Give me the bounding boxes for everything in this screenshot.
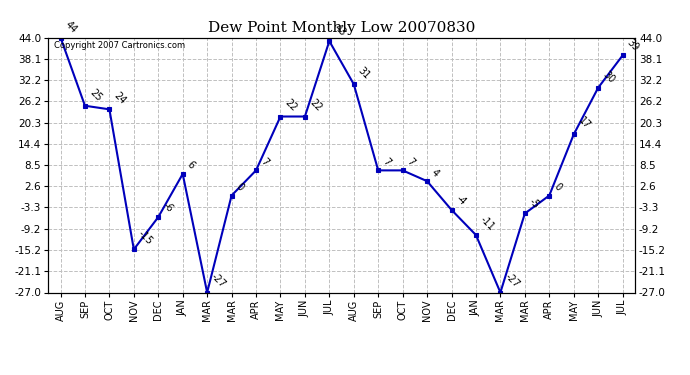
Text: 44: 44: [63, 19, 79, 34]
Title: Dew Point Monthly Low 20070830: Dew Point Monthly Low 20070830: [208, 21, 475, 35]
Text: 0: 0: [234, 181, 246, 193]
Text: 7: 7: [259, 156, 270, 168]
Text: -11: -11: [478, 214, 497, 232]
Text: 0: 0: [552, 181, 563, 193]
Text: 30: 30: [600, 69, 616, 85]
Text: Copyright 2007 Cartronics.com: Copyright 2007 Cartronics.com: [55, 41, 186, 50]
Text: 39: 39: [625, 37, 641, 52]
Text: 22: 22: [307, 98, 323, 114]
Text: -6: -6: [161, 200, 175, 214]
Text: -4: -4: [454, 193, 468, 207]
Text: 31: 31: [356, 66, 372, 81]
Text: -5: -5: [527, 196, 541, 211]
Text: -15: -15: [137, 228, 155, 246]
Text: 17: 17: [576, 116, 592, 132]
Text: 22: 22: [283, 98, 299, 114]
Text: 7: 7: [405, 156, 417, 168]
Text: 4: 4: [429, 167, 441, 178]
Text: 6: 6: [185, 160, 197, 171]
Text: 24: 24: [112, 91, 128, 106]
Text: 7: 7: [381, 156, 392, 168]
Text: -27: -27: [210, 271, 228, 290]
Text: 25: 25: [88, 87, 103, 103]
Text: -27: -27: [503, 271, 521, 290]
Text: 43: 43: [332, 22, 348, 38]
